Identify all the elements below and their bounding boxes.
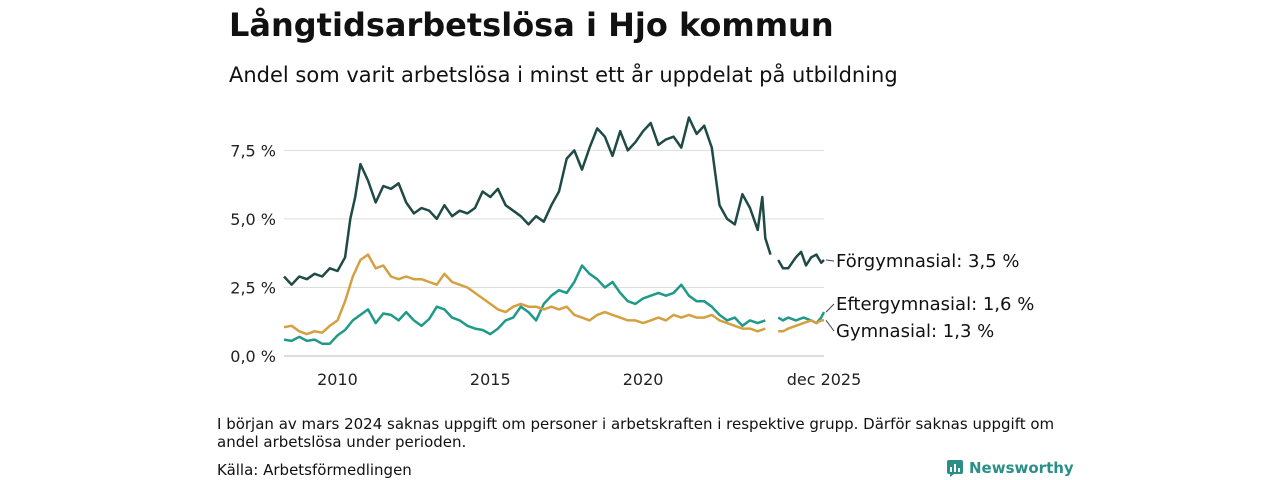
series-line-eftergymnasial [777,311,826,325]
chart-subtitle: Andel som varit arbetslösa i minst ett å… [229,63,898,87]
x-tick-label: 2020 [623,370,664,389]
source-text: Källa: Arbetsförmedlingen [217,461,412,479]
brand-logo: Newsworthy [946,459,1074,477]
y-tick-label: 0,0 % [230,347,276,366]
series-end-label: Gymnasial: 1,3 % [836,321,994,342]
line-chart: 0,0 % 2,5 % 5,0 % 7,5 % 2010 2015 2020 dec 2025… [230,116,1034,389]
footnote: I början av mars 2024 saknas uppgift om … [217,415,1055,451]
series-end-label: Förgymnasial: 3,5 % [836,251,1020,272]
y-tick-label: 7,5 % [230,141,276,160]
series-line-eftergymnasial [283,264,766,345]
series-line-gymnasial [283,253,766,336]
series-line-förgymnasial [283,116,772,286]
end-label-connector [825,259,835,262]
y-tick-label: 5,0 % [230,210,276,229]
series-line-förgymnasial [777,250,825,270]
end-label-connector [825,320,835,332]
end-label-connector [825,303,835,313]
chart-title: Långtidsarbetslösa i Hjo kommun [229,6,834,44]
x-tick-label: 2015 [470,370,511,389]
series-end-label: Eftergymnasial: 1,6 % [836,294,1034,315]
y-tick-label: 2,5 % [230,278,276,297]
x-tick-label: 2010 [317,370,358,389]
series-line-gymnasial [778,319,824,333]
x-tick-label: dec 2025 [787,370,862,389]
brand-name: Newsworthy [969,459,1074,477]
newsworthy-icon [947,460,963,477]
